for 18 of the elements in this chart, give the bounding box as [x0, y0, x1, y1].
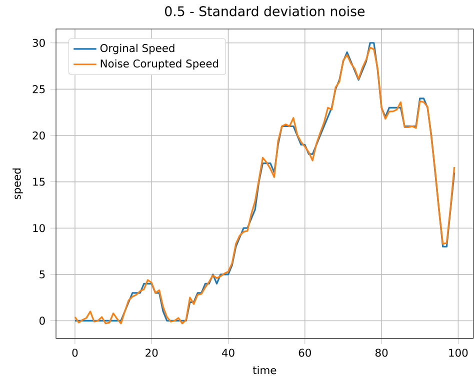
- x-tick-label: 0: [72, 348, 78, 357]
- chart-title: 0.5 - Standard deviation noise: [165, 6, 365, 16]
- y-tick-label: 10: [33, 224, 45, 232]
- legend-label: Noise Corupted Speed: [100, 59, 218, 70]
- x-axis-title: time: [252, 366, 276, 374]
- y-tick-label: 25: [32, 85, 45, 94]
- legend-label: Orginal Speed: [100, 44, 174, 54]
- x-tick-label: 60: [298, 348, 311, 357]
- y-tick-label: 30: [32, 38, 45, 47]
- x-tick-label: 20: [146, 348, 158, 357]
- x-tick-label: 40: [222, 348, 234, 357]
- y-tick-label: 5: [40, 270, 45, 278]
- y-tick-label: 15: [33, 178, 45, 186]
- x-tick-label: 80: [375, 348, 388, 357]
- y-axis-title: speed: [12, 168, 23, 200]
- y-tick-label: 20: [32, 131, 45, 140]
- x-tick-label: 100: [449, 348, 468, 357]
- y-tick-label: 0: [40, 316, 45, 325]
